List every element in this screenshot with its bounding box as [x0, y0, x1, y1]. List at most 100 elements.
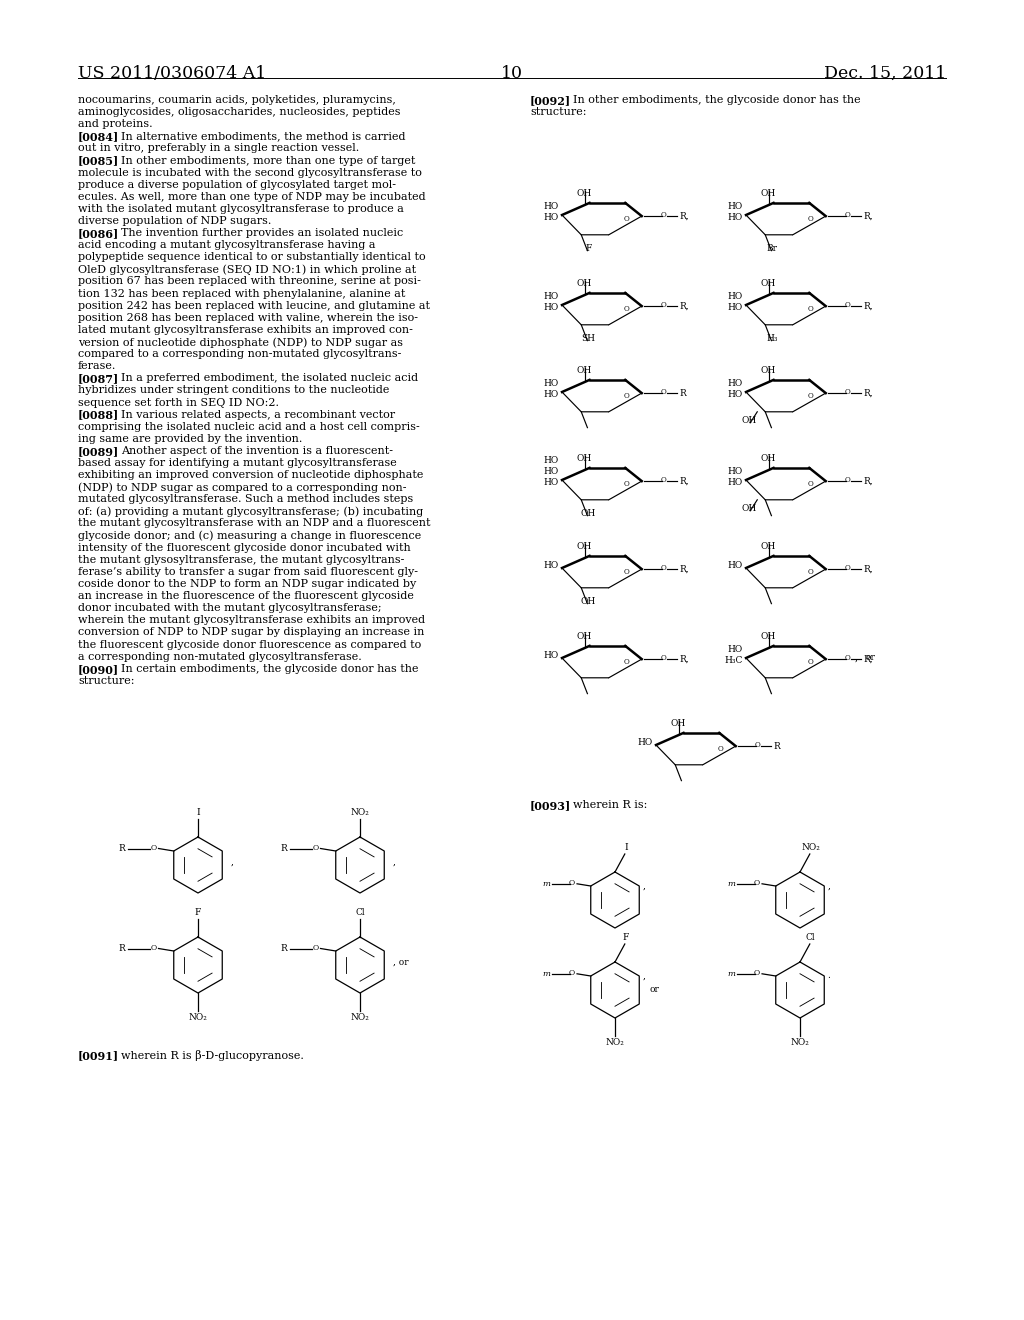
- Text: O: O: [624, 659, 629, 667]
- Text: O: O: [807, 569, 813, 577]
- Text: HO: HO: [728, 202, 743, 211]
- Text: R: R: [680, 388, 686, 397]
- Text: O: O: [660, 388, 667, 396]
- Text: R: R: [119, 944, 126, 953]
- Text: a corresponding non-mutated glycosyltransferase.: a corresponding non-mutated glycosyltran…: [78, 652, 361, 661]
- Text: [0090]: [0090]: [78, 664, 119, 675]
- Text: OH: OH: [741, 504, 757, 512]
- Text: HO: HO: [544, 467, 559, 477]
- Text: m: m: [542, 880, 550, 888]
- Text: R: R: [281, 843, 288, 853]
- Text: ,: ,: [827, 882, 830, 891]
- Text: HO: HO: [728, 467, 743, 477]
- Text: the mutant glysosyltransferase, the mutant glycosyltrans-: the mutant glysosyltransferase, the muta…: [78, 554, 404, 565]
- Text: US 2011/0306074 A1: US 2011/0306074 A1: [78, 65, 266, 82]
- Text: compared to a corresponding non-mutated glycosyltrans-: compared to a corresponding non-mutated …: [78, 348, 401, 359]
- Text: donor incubated with the mutant glycosyltransferase;: donor incubated with the mutant glycosyl…: [78, 603, 382, 614]
- Text: produce a diverse population of glycosylated target mol-: produce a diverse population of glycosyl…: [78, 180, 396, 190]
- Text: R: R: [774, 742, 780, 751]
- Text: O: O: [624, 392, 629, 400]
- Text: O: O: [660, 564, 667, 572]
- Text: acid encoding a mutant glycosyltransferase having a: acid encoding a mutant glycosyltransfera…: [78, 240, 376, 251]
- Text: with the isolated mutant glycosyltransferase to produce a: with the isolated mutant glycosyltransfe…: [78, 203, 403, 214]
- Text: O: O: [624, 215, 629, 223]
- Text: O: O: [845, 211, 851, 219]
- Text: [0085]: [0085]: [78, 156, 119, 166]
- Text: m: m: [727, 880, 735, 888]
- Text: HO: HO: [728, 645, 743, 655]
- Text: HO: HO: [544, 202, 559, 211]
- Text: O: O: [624, 305, 629, 313]
- Text: HO: HO: [544, 292, 559, 301]
- Text: of: (a) providing a mutant glycosyltransferase; (b) incubating: of: (a) providing a mutant glycosyltrans…: [78, 507, 423, 517]
- Text: HO: HO: [728, 292, 743, 301]
- Text: I: I: [624, 843, 628, 851]
- Text: R: R: [119, 843, 126, 853]
- Text: aminoglycosides, oligosaccharides, nucleosides, peptides: aminoglycosides, oligosaccharides, nucle…: [78, 107, 400, 117]
- Text: position 67 has been replaced with threonine, serine at posi-: position 67 has been replaced with threo…: [78, 276, 421, 286]
- Text: polypeptide sequence identical to or substantially identical to: polypeptide sequence identical to or sub…: [78, 252, 426, 263]
- Text: lated mutant glycosyltransferase exhibits an improved con-: lated mutant glycosyltransferase exhibit…: [78, 325, 413, 335]
- Text: F: F: [623, 933, 629, 942]
- Text: O: O: [845, 388, 851, 396]
- Text: .: .: [827, 972, 830, 981]
- Text: R,: R,: [680, 301, 689, 310]
- Text: HO: HO: [728, 478, 743, 487]
- Text: OH: OH: [761, 541, 776, 550]
- Text: or: or: [865, 653, 874, 663]
- Text: HO: HO: [544, 213, 559, 222]
- Text: [0093]: [0093]: [530, 800, 571, 810]
- Text: the mutant glycosyltransferase with an NDP and a fluorescent: the mutant glycosyltransferase with an N…: [78, 519, 430, 528]
- Text: NO₂: NO₂: [605, 1038, 625, 1047]
- Text: NO₂: NO₂: [802, 843, 820, 851]
- Text: OH: OH: [577, 279, 592, 288]
- Text: HO: HO: [728, 213, 743, 222]
- Text: OH: OH: [671, 719, 686, 727]
- Text: OH: OH: [761, 279, 776, 288]
- Text: ecules. As well, more than one type of NDP may be incubated: ecules. As well, more than one type of N…: [78, 191, 426, 202]
- Text: [0088]: [0088]: [78, 409, 119, 421]
- Text: H₃C: H₃C: [725, 656, 743, 665]
- Text: In various related aspects, a recombinant vector: In various related aspects, a recombinan…: [121, 409, 395, 420]
- Text: R: R: [281, 944, 288, 953]
- Text: position 268 has been replaced with valine, wherein the iso-: position 268 has been replaced with vali…: [78, 313, 418, 323]
- Text: O: O: [845, 301, 851, 309]
- Text: intensity of the fluorescent glycoside donor incubated with: intensity of the fluorescent glycoside d…: [78, 543, 411, 553]
- Text: HO: HO: [728, 561, 743, 570]
- Text: In a preferred embodiment, the isolated nucleic acid: In a preferred embodiment, the isolated …: [121, 374, 418, 383]
- Text: OH: OH: [577, 189, 592, 198]
- Text: O: O: [755, 741, 761, 750]
- Text: F: F: [586, 244, 592, 252]
- Text: ,: ,: [231, 858, 233, 866]
- Text: O: O: [151, 944, 157, 952]
- Text: structure:: structure:: [78, 676, 134, 686]
- Text: OH: OH: [761, 366, 776, 375]
- Text: HO: HO: [544, 478, 559, 487]
- Text: diverse population of NDP sugars.: diverse population of NDP sugars.: [78, 216, 271, 226]
- Text: Dec. 15, 2011: Dec. 15, 2011: [823, 65, 946, 82]
- Text: wherein R is β-D-glucopyranose.: wherein R is β-D-glucopyranose.: [121, 1049, 304, 1061]
- Text: HO: HO: [544, 561, 559, 570]
- Text: [0089]: [0089]: [78, 446, 119, 457]
- Text: R,: R,: [864, 388, 873, 397]
- Text: wherein the mutant glycosyltransferase exhibits an improved: wherein the mutant glycosyltransferase e…: [78, 615, 425, 626]
- Text: ferase.: ferase.: [78, 362, 117, 371]
- Text: coside donor to the NDP to form an NDP sugar indicated by: coside donor to the NDP to form an NDP s…: [78, 579, 416, 589]
- Text: R,: R,: [864, 655, 873, 664]
- Text: Another aspect of the invention is a fluorescent-: Another aspect of the invention is a flu…: [121, 446, 393, 455]
- Text: sequence set forth in SEQ ID NO:2.: sequence set forth in SEQ ID NO:2.: [78, 397, 279, 408]
- Text: structure:: structure:: [530, 107, 587, 117]
- Text: O: O: [312, 944, 318, 952]
- Text: O: O: [569, 969, 575, 977]
- Text: OleD glycosyltransferase (SEQ ID NO:1) in which proline at: OleD glycosyltransferase (SEQ ID NO:1) i…: [78, 264, 416, 275]
- Text: an increase in the fluorescence of the fluorescent glycoside: an increase in the fluorescence of the f…: [78, 591, 414, 601]
- Text: molecule is incubated with the second glycosyltransferase to: molecule is incubated with the second gl…: [78, 168, 422, 178]
- Text: In other embodiments, the glycoside donor has the: In other embodiments, the glycoside dono…: [573, 95, 860, 106]
- Text: I: I: [197, 808, 200, 817]
- Text: O: O: [845, 477, 851, 484]
- Text: HO: HO: [728, 391, 743, 399]
- Text: 10: 10: [501, 65, 523, 82]
- Text: exhibiting an improved conversion of nucleotide diphosphate: exhibiting an improved conversion of nuc…: [78, 470, 423, 480]
- Text: [0092]: [0092]: [530, 95, 571, 106]
- Text: OH: OH: [577, 366, 592, 375]
